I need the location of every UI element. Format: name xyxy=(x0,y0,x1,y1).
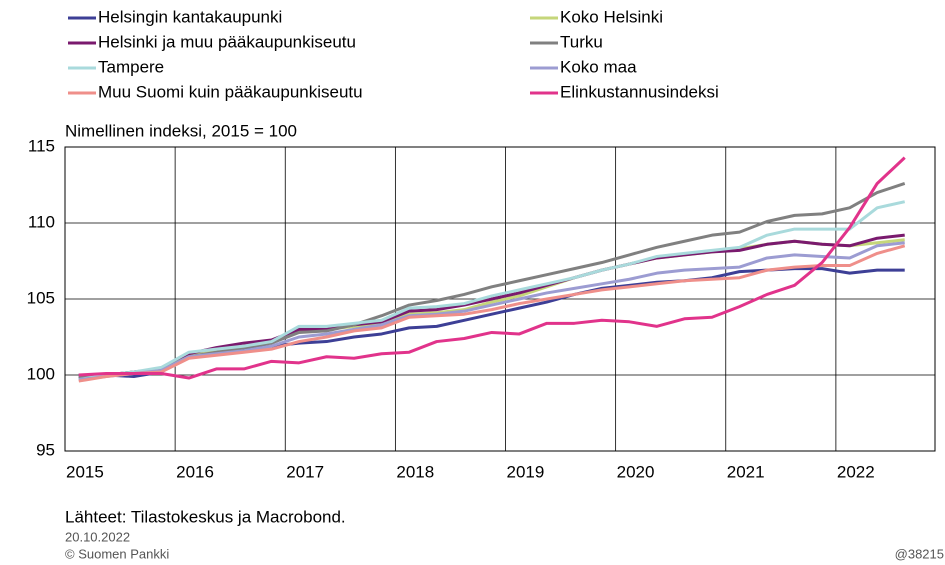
x-tick-label: 2022 xyxy=(837,462,875,481)
x-tick-label: 2016 xyxy=(176,462,214,481)
x-tick-label: 2018 xyxy=(396,462,434,481)
legend-label: Muu Suomi kuin pääkaupunkiseutu xyxy=(98,82,363,101)
legend-label: Tampere xyxy=(98,57,164,76)
legend-label: Elinkustannusindeksi xyxy=(560,82,719,101)
series-line xyxy=(78,233,905,380)
y-tick-label: 95 xyxy=(36,440,55,459)
y-tick-label: 110 xyxy=(28,212,55,231)
credit: © Suomen Pankki xyxy=(65,546,169,561)
y-tick-label: 100 xyxy=(27,364,55,383)
x-tick-label: 2019 xyxy=(507,462,545,481)
legend-label: Helsingin kantakaupunki xyxy=(98,7,282,26)
series-line xyxy=(78,267,905,379)
x-tick-label: 2015 xyxy=(66,462,104,481)
series-line xyxy=(78,156,906,380)
series-line xyxy=(78,200,906,382)
x-tick-label: 2021 xyxy=(727,462,765,481)
series-line xyxy=(78,244,906,383)
source: Lähteet: Tilastokeskus ja Macrobond. xyxy=(65,507,346,526)
legend-label: Koko Helsinki xyxy=(560,7,663,26)
series-line xyxy=(78,182,906,380)
date: 20.10.2022 xyxy=(65,529,130,544)
y-tick-label: 115 xyxy=(28,136,55,155)
plot-frame xyxy=(64,146,936,452)
legend-label: Koko maa xyxy=(560,57,637,76)
legend-label: Helsinki ja muu pääkaupunkiseutu xyxy=(98,32,356,51)
x-tick-label: 2020 xyxy=(617,462,655,481)
legend-label: Turku xyxy=(560,32,603,51)
y-axis-label: Nimellinen indeksi, 2015 = 100 xyxy=(65,121,297,140)
x-tick-label: 2017 xyxy=(286,462,324,481)
series-line xyxy=(78,241,905,382)
y-tick-label: 105 xyxy=(27,288,55,307)
chart-code: @38215 xyxy=(895,546,944,561)
